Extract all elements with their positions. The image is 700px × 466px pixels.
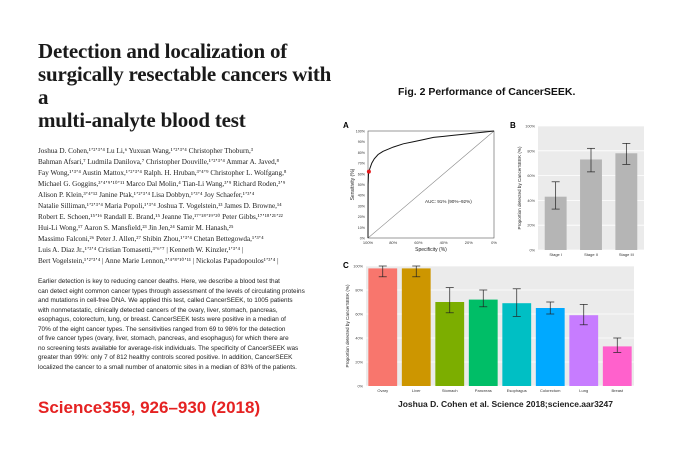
y-tick-label: 100%	[356, 130, 366, 134]
author-line: Bert Vogelstein,¹ʼ²ʼ³ʼ⁴ | Anne Marie Len…	[38, 257, 279, 265]
y-tick-label: 20%	[355, 361, 363, 365]
abstract-line: greater than 99%: only 7 of 812 healthy …	[38, 354, 293, 361]
bar	[368, 268, 398, 386]
x-tick-label: Esophagus	[507, 388, 527, 393]
bar	[468, 299, 498, 386]
y-tick-label: 0%	[360, 237, 366, 241]
y-tick-label: 20%	[358, 215, 366, 219]
bar	[569, 315, 599, 386]
panel-label-c: C	[343, 261, 349, 270]
abstract-line: and mutations in cell-free DNA. We appli…	[38, 297, 293, 304]
y-axis-label: Sensitivity (%)	[350, 168, 356, 200]
author-line: Michael G. Goggins,³ʼ⁴ʼ⁹ʼ¹⁰ʼ¹¹ Marco Dal…	[38, 180, 286, 188]
stage-panel: 0% 20% 40% 60% 80% 100% Stage I Stage II Stage I…	[517, 125, 644, 257]
bar	[615, 153, 638, 250]
bar	[435, 302, 465, 386]
y-tick-label: 10%	[358, 226, 366, 230]
paper-title: Detection and localization of surgically…	[38, 39, 332, 132]
x-tick-label: Stomach	[442, 388, 458, 393]
bar	[502, 303, 532, 386]
author-line: Hui-Li Wong,¹⁷ Aaron S. Mansfield,²³ Jin…	[38, 224, 234, 232]
y-tick-label: 20%	[527, 224, 535, 228]
x-tick-label: Pancreas	[475, 388, 492, 393]
y-tick-label: 80%	[527, 149, 535, 153]
figure-credit: Joshua D. Cohen et al. Science 2018;scie…	[398, 399, 613, 409]
paper-header: Detection and localization of surgically…	[38, 40, 338, 267]
abstract-line: with nonmetastatic, clinically detected …	[38, 306, 278, 314]
bar	[602, 346, 632, 386]
x-tick-label: Stage I	[549, 252, 562, 257]
y-tick-label: 40%	[358, 194, 366, 198]
y-tick-label: 40%	[355, 337, 363, 341]
x-tick-label: 100%	[363, 240, 374, 245]
abstract-line: can detect eight common cancer types thr…	[38, 287, 305, 295]
author-line: Alison P. Klein,³ʼ⁴ʼ¹² Janine Ptak,¹ʼ²ʼ³…	[38, 191, 255, 199]
y-tick-label: 60%	[355, 313, 363, 317]
bar	[580, 159, 602, 250]
y-tick-label: 30%	[358, 204, 366, 208]
x-tick-label: 80%	[389, 240, 397, 245]
author-line: Massimo Falconi,²⁶ Peter J. Allen,²⁷ Shi…	[38, 235, 264, 243]
y-tick-label: 60%	[358, 172, 366, 176]
abstract-line: 70% of the eight cancer types. The sensi…	[38, 325, 286, 333]
x-tick-label: Ovary	[377, 388, 388, 393]
abstract-line: Earlier detection is key to reducing can…	[38, 278, 280, 285]
bar	[535, 308, 565, 386]
x-tick-label: 20%	[465, 240, 473, 245]
abstract-line: no screening tests available for average…	[38, 344, 299, 352]
roc-operating-point	[366, 169, 371, 174]
bar	[544, 196, 567, 250]
citation: Science359, 926–930 (2018)	[38, 398, 261, 417]
figure-title: Fig. 2 Performance of CancerSEEK.	[398, 86, 576, 98]
y-tick-label: 60%	[527, 174, 535, 178]
y-tick-label: 0%	[358, 385, 364, 389]
y-tick-label: 50%	[358, 183, 366, 187]
y-tick-label: 100%	[525, 125, 535, 129]
author-line: Robert E. Schoen,¹⁵ʼ¹⁶ Randall E. Brand,…	[38, 213, 283, 221]
x-tick-label: Lung	[579, 388, 588, 393]
bar	[401, 268, 431, 386]
abstract-line: esophagus, colorectum, lung, or breast. …	[38, 316, 286, 323]
x-tick-label: Colorectum	[540, 388, 561, 393]
y-tick-label: 0%	[530, 249, 536, 253]
x-tick-label: 0%	[491, 240, 497, 245]
auc-label: AUC: 91% (90%–92%)	[425, 199, 472, 204]
y-axis-label: Proportion detected by CancerSEEK (%)	[345, 284, 350, 367]
abstract-line: of five cancer types (ovary, liver, stom…	[38, 335, 289, 342]
y-tick-label: 80%	[358, 151, 366, 155]
x-tick-label: Breast	[611, 388, 623, 393]
x-tick-label: 60%	[414, 240, 422, 245]
x-tick-label: Stage III	[619, 252, 634, 257]
x-tick-label: Liver	[412, 388, 421, 393]
abstract-line: localized the cancer to a small number o…	[38, 363, 297, 371]
author-line: Fay Wong,¹ʼ³ʼ⁴ Austin Mattox,¹ʼ²ʼ³ʼ⁴ Ral…	[38, 169, 287, 177]
author-line: Bahman Afsari,⁷ Ludmila Danilova,⁷ Chris…	[38, 158, 280, 166]
roc-panel: AUC: 91% (90%–92%) 0% 10% 20% 30% 40% 50% 60% 70…	[350, 130, 497, 254]
y-tick-label: 100%	[353, 265, 363, 269]
panel-label-a: A	[343, 121, 349, 130]
panel-label-b: B	[510, 121, 516, 130]
x-tick-label: Stage II	[584, 252, 598, 257]
y-tick-label: 80%	[355, 289, 363, 293]
abstract: Earlier detection is key to reducing can…	[38, 277, 340, 372]
y-axis-label: Proportion detected by CancerSEEK (%)	[517, 146, 522, 229]
y-tick-label: 70%	[358, 162, 366, 166]
y-tick-label: 40%	[527, 199, 535, 203]
x-axis-label: Specificity (%)	[415, 247, 447, 253]
author-line: Joshua D. Cohen,¹ʼ²ʼ³ʼ⁴ Lu Li,⁶ Yuxuan W…	[38, 147, 253, 155]
author-line: Natalie Silliman,¹ʼ²ʼ³ʼ⁴ Maria Popoli,¹ʼ…	[38, 202, 282, 210]
diagonal-line	[367, 130, 495, 239]
author-line: Luis A. Diaz Jr.,¹ʼ³ʼ⁴ Cristian Tomasett…	[38, 246, 244, 254]
cancer-type-panel: 0% 20% 40% 60% 80% 100% Ovary Liver Stomach Pancr…	[345, 265, 634, 393]
x-tick-label: 40%	[440, 240, 448, 245]
author-list: Joshua D. Cohen,¹ʼ²ʼ³ʼ⁴ Lu Li,⁶ Yuxuan W…	[38, 146, 338, 267]
y-tick-label: 90%	[358, 140, 366, 144]
